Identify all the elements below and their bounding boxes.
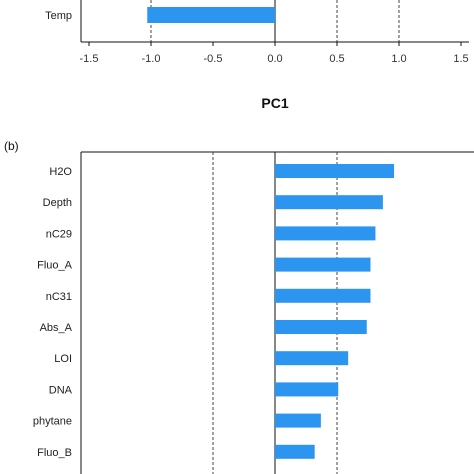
panel-a: -1.5 -1.0 -0.5 0.0 0.5 1.0 1.5 Temp [45, 0, 469, 65]
bar-a-temp [147, 7, 275, 23]
bar-b-nc29 [275, 226, 376, 241]
category-label-b-phytane: phytane [33, 416, 72, 428]
bar-b-abs-a [275, 320, 367, 334]
x-tick-label-2: -0.5 [204, 53, 223, 65]
x-tick-label-1: -1.0 [142, 53, 161, 65]
bar-b-depth [275, 195, 383, 210]
category-label-b-dna: DNA [49, 384, 73, 396]
panel-b: H2O Depth nC29 Fluo_A nC31 Abs_A LOI DNA phytane… [33, 151, 474, 474]
bar-b-fluo-b [275, 444, 315, 459]
x-tick-label-3: 0.0 [267, 53, 282, 65]
category-label-b-nc29: nC29 [46, 228, 72, 240]
x-tick-label-0: -1.5 [80, 53, 99, 65]
panel-b-label: (b) [4, 139, 19, 153]
x-tick-label-4: 0.5 [329, 53, 344, 65]
bar-b-loi [275, 351, 349, 366]
x-tick-label-6: 1.5 [453, 53, 468, 65]
category-label-a-temp: Temp [45, 10, 72, 22]
bar-b-h2o [275, 164, 395, 178]
category-label-b-fluo-a: Fluo_A [37, 260, 73, 272]
category-label-b-fluo-b: Fluo_B [37, 447, 72, 459]
bar-b-dna [275, 382, 339, 397]
bar-b-nc31 [275, 288, 371, 303]
x-tick-label-5: 1.0 [391, 53, 406, 65]
category-label-b-abs-a: Abs_A [40, 322, 73, 334]
x-axis-title: PC1 [261, 95, 288, 111]
category-label-b-loi: LOI [54, 353, 72, 365]
bar-b-phytane [275, 413, 321, 428]
bar-b-fluo-a [275, 257, 371, 272]
category-label-b-nc31: nC31 [46, 291, 72, 303]
category-label-b-h2o: H2O [49, 166, 72, 178]
category-label-b-depth: Depth [43, 197, 72, 209]
